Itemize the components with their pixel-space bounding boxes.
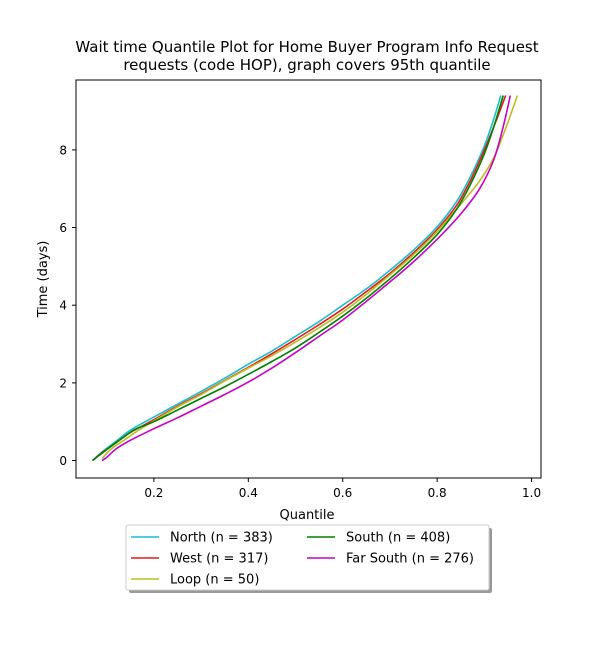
- x-tick-label: 0.8: [428, 486, 447, 500]
- legend-label-4: Far South (n = 276): [346, 552, 474, 567]
- series-line-4: [101, 95, 512, 462]
- x-tick-label: 1.0: [522, 486, 541, 500]
- x-tick-label: 0.4: [239, 486, 258, 500]
- legend-label-0: North (n = 383): [170, 531, 273, 546]
- legend-label-2: Loop (n = 50): [170, 573, 259, 588]
- plot-area: 0.2 0.4 0.6 0.8 1.0 0 2 4 6 8: [59, 79, 542, 500]
- x-axis-label: Quantile: [280, 508, 335, 523]
- chart-subtitle: requests (code HOP), graph covers 95th q…: [123, 56, 490, 74]
- y-tick-label: 4: [59, 299, 67, 313]
- plot-frame: [75, 79, 542, 479]
- y-tick-label: 0: [59, 454, 67, 468]
- series-line-3: [92, 95, 504, 462]
- series-line-0: [91, 95, 502, 462]
- y-tick-label: 8: [59, 143, 67, 157]
- series-line-2: [101, 95, 519, 460]
- y-tick-label: 2: [59, 376, 67, 390]
- chart-title: Wait time Quantile Plot for Home Buyer P…: [75, 38, 538, 56]
- y-axis-label: Time (days): [36, 241, 51, 319]
- legend-label-3: South (n = 408): [346, 531, 450, 546]
- y-tick-label: 6: [59, 221, 67, 235]
- x-tick-label: 0.2: [144, 486, 163, 500]
- legend-label-1: West (n = 317): [170, 552, 268, 567]
- x-tick-label: 0.6: [333, 486, 352, 500]
- series-line-1: [92, 95, 507, 462]
- legend: North (n = 383) West (n = 317) Loop (n = 5…: [125, 524, 492, 593]
